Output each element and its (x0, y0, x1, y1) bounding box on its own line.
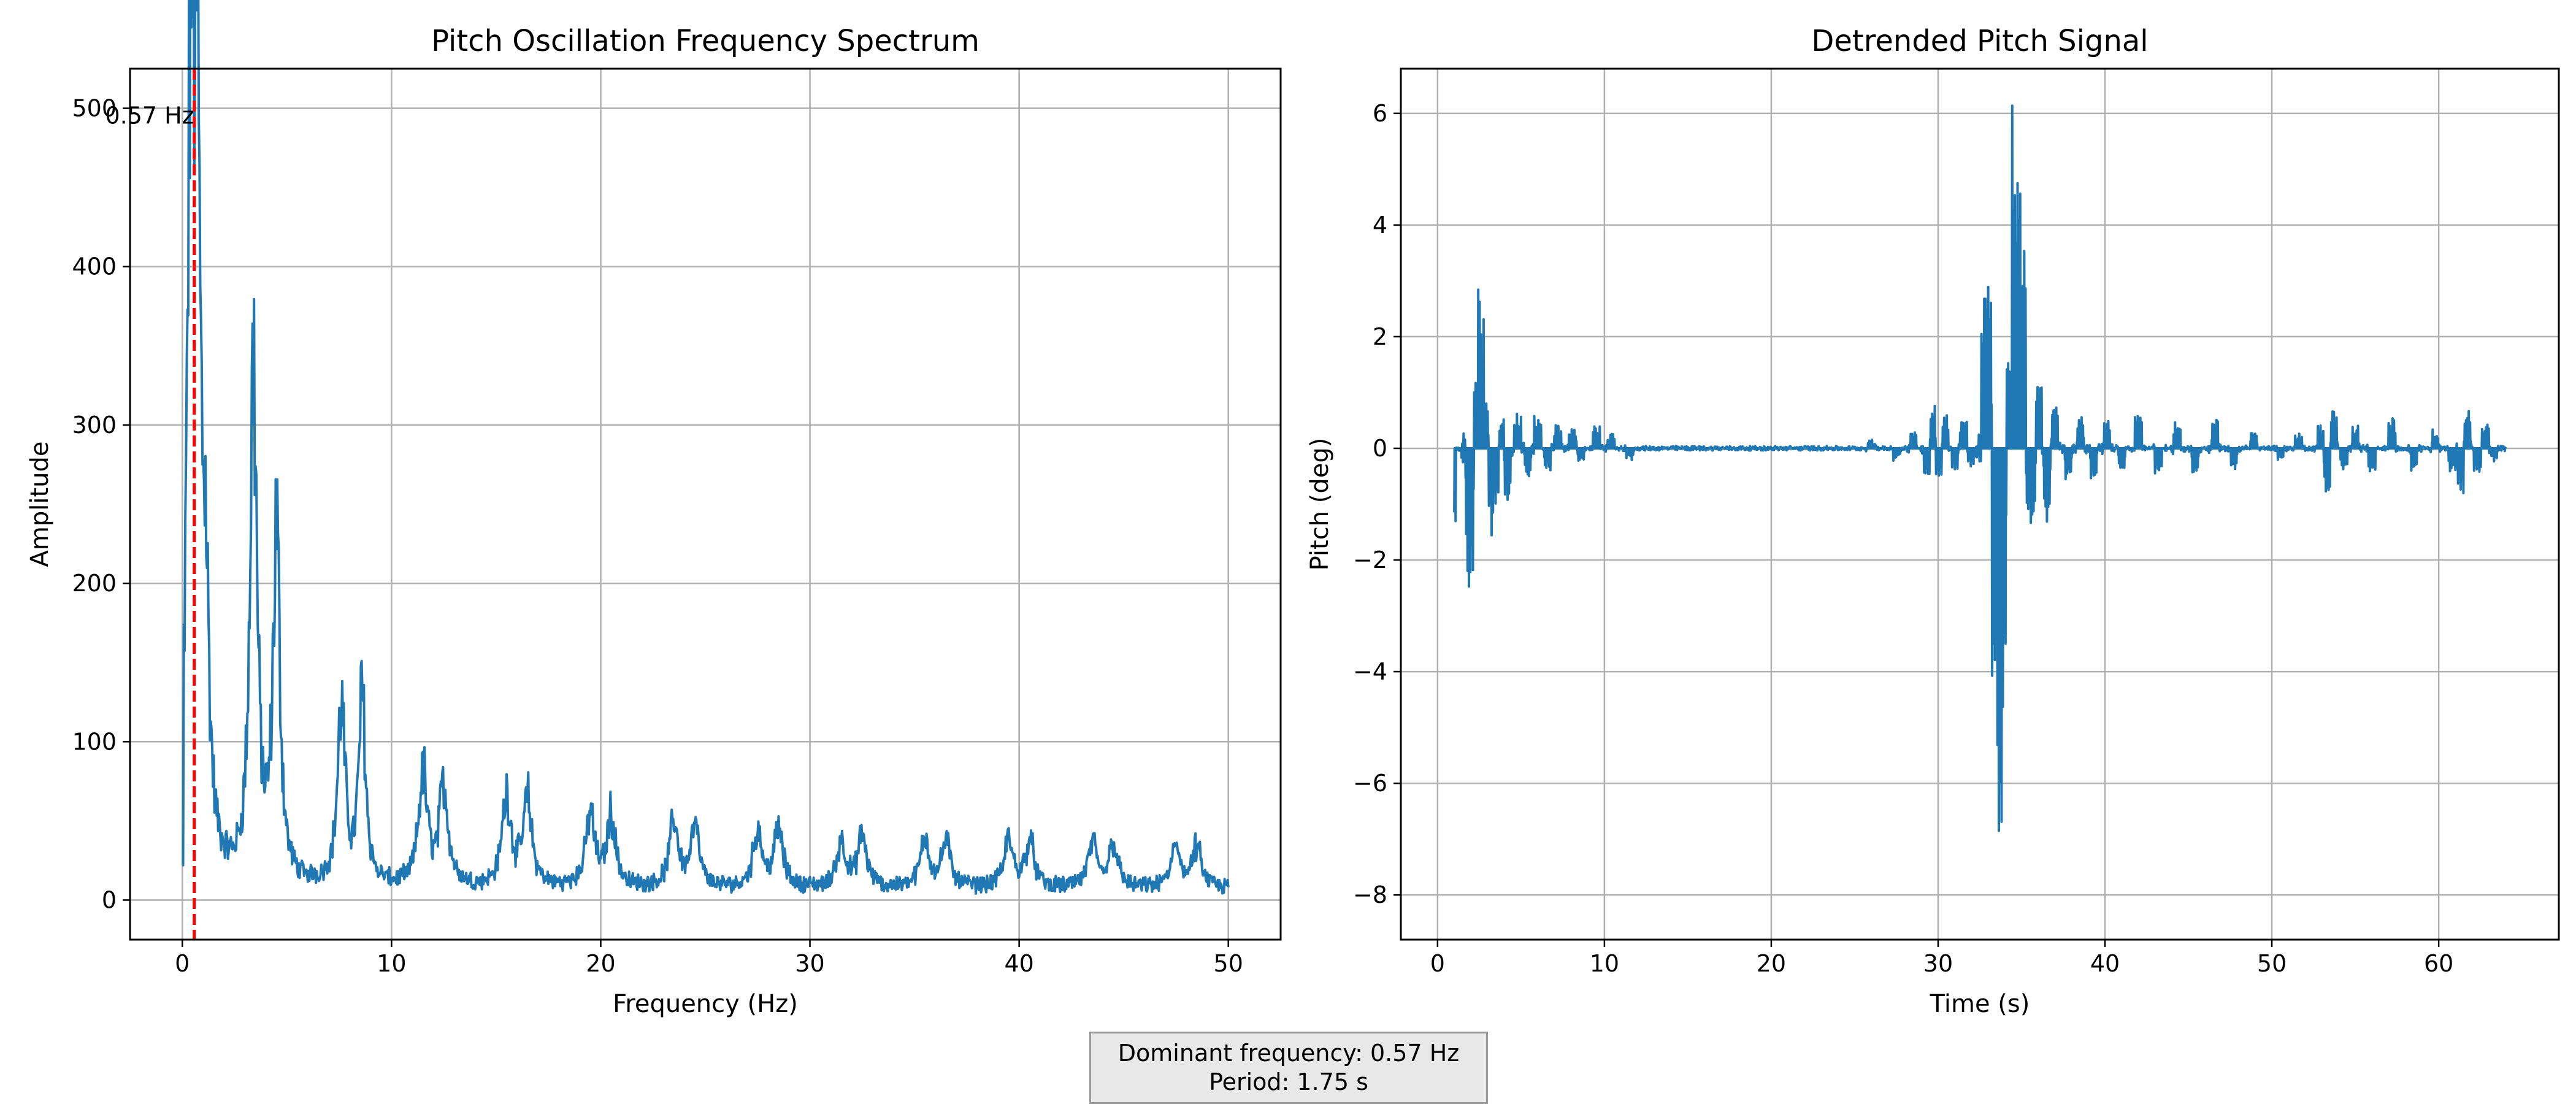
dominant-frequency-info-box: Dominant frequency: 0.57 Hz Period: 1.75… (1089, 1032, 1488, 1104)
period-text: Period: 1.75 s (1209, 1068, 1368, 1095)
spectrum-y-tick-label: 200 (72, 570, 117, 597)
spectrum-x-tick-label: 50 (1214, 950, 1243, 977)
pitch-y-tick-label: −2 (1353, 546, 1387, 573)
pitch-y-label: Pitch (deg) (1306, 438, 1334, 571)
pitch-y-tick-label: −8 (1353, 881, 1387, 908)
pitch-y-tick-label: 2 (1373, 323, 1387, 350)
spectrum-x-label: Frequency (Hz) (613, 990, 798, 1018)
pitch-y-tick-label: 6 (1373, 100, 1387, 127)
spectrum-y-tick-label: 100 (72, 728, 117, 755)
spectrum-y-tick-label: 500 (72, 95, 117, 122)
pitch-signal-plot: 0 10 20 30 40 50 60 −8 −6 −4 −2 0 2 4 6 Detrended Pitc… (1306, 24, 2560, 1018)
spectrum-series-line (182, 0, 1230, 895)
pitch-title: Detrended Pitch Signal (1811, 24, 2148, 58)
pitch-x-tick-label: 0 (1430, 950, 1445, 977)
pitch-x-tick-label: 20 (1757, 950, 1786, 977)
pitch-x-label: Time (s) (1930, 990, 2030, 1018)
dominant-frequency-text: Dominant frequency: 0.57 Hz (1117, 1040, 1460, 1067)
spectrum-title: Pitch Oscillation Frequency Spectrum (431, 24, 979, 58)
pitch-x-tick-label: 40 (2090, 950, 2120, 977)
spectrum-x-tick-label: 10 (377, 950, 406, 977)
spectrum-y-label: Amplitude (26, 442, 54, 567)
spectrum-x-tick-label: 0 (175, 950, 190, 977)
spectrum-x-tick-label: 30 (795, 950, 824, 977)
spectrum-y-tick-label: 300 (72, 412, 117, 439)
dominant-frequency-annotation: 0.57 Hz (105, 102, 194, 129)
pitch-x-tick-label: 50 (2257, 950, 2287, 977)
pitch-y-tick-label: 0 (1373, 435, 1387, 462)
spectrum-y-tick-label: 400 (72, 253, 117, 280)
pitch-series-line (1453, 104, 2507, 832)
pitch-y-tick-label: −6 (1353, 770, 1387, 797)
pitch-y-tick-label: 4 (1373, 212, 1387, 239)
spectrum-x-tick-label: 40 (1004, 950, 1033, 977)
pitch-x-tick-label: 60 (2424, 950, 2453, 977)
spectrum-y-tick-label: 0 (102, 886, 117, 913)
pitch-x-tick-label: 30 (1923, 950, 1953, 977)
spectrum-x-tick-label: 20 (586, 950, 615, 977)
pitch-y-tick-label: −4 (1353, 658, 1387, 685)
pitch-x-tick-label: 10 (1590, 950, 1619, 977)
